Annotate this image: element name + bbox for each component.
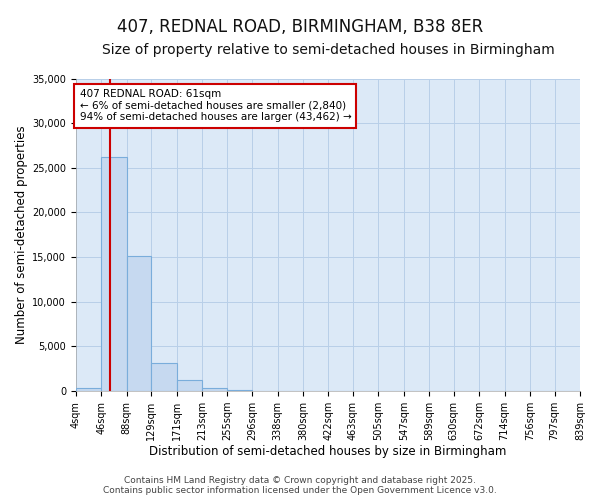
Y-axis label: Number of semi-detached properties: Number of semi-detached properties [15,126,28,344]
Bar [177,380,202,391]
Bar [227,390,252,391]
Bar [101,157,127,391]
Bar [127,256,151,391]
Bar [76,388,101,391]
Bar [202,388,227,391]
Title: Size of property relative to semi-detached houses in Birmingham: Size of property relative to semi-detach… [101,42,554,56]
Text: Contains HM Land Registry data © Crown copyright and database right 2025.
Contai: Contains HM Land Registry data © Crown c… [103,476,497,495]
X-axis label: Distribution of semi-detached houses by size in Birmingham: Distribution of semi-detached houses by … [149,444,506,458]
Text: 407, REDNAL ROAD, BIRMINGHAM, B38 8ER: 407, REDNAL ROAD, BIRMINGHAM, B38 8ER [117,18,483,36]
Text: 407 REDNAL ROAD: 61sqm
← 6% of semi-detached houses are smaller (2,840)
94% of s: 407 REDNAL ROAD: 61sqm ← 6% of semi-deta… [80,89,351,122]
Bar [151,362,177,391]
